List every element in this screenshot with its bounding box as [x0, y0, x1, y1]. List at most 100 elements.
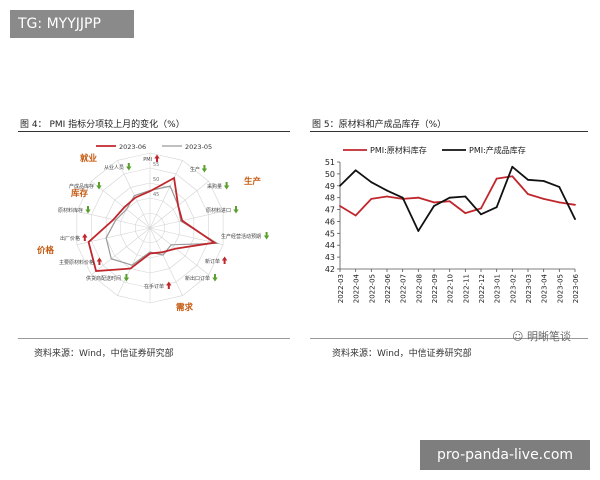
down-arrow-stem: [225, 182, 228, 186]
y-tick-label: 50: [325, 170, 335, 179]
left-title-rule: [18, 131, 290, 132]
down-arrow-stem: [127, 163, 130, 167]
telegram-badge: TG: MYYJJPP: [10, 10, 134, 38]
up-arrow-icon: [221, 256, 228, 261]
data-point: [417, 196, 420, 199]
legend-label: PMI:产成品库存: [469, 145, 526, 155]
radar-axis-label: 在手订单: [144, 283, 164, 290]
down-arrow-icon: [96, 185, 102, 190]
data-point: [574, 218, 576, 220]
legend-label: 2023-06: [119, 143, 146, 151]
radar-axis-label: 生产经营活动预期: [221, 233, 261, 240]
radar-spoke-6: [149, 227, 183, 296]
data-point: [464, 212, 467, 215]
x-tick-label: 2022-09: [431, 274, 439, 303]
radar-chart-title: 图 4： PMI 指标分项较上月的变化（%）: [20, 120, 185, 130]
legend-label: 2023-05: [185, 143, 212, 151]
data-point: [448, 200, 451, 203]
line-series-PMI:产成品库存: [339, 165, 576, 232]
radar-ring-label: 55: [153, 162, 159, 168]
data-point: [370, 197, 373, 200]
data-point: [370, 181, 373, 184]
x-tick-label: 2023-04: [541, 273, 549, 303]
x-tick-label: 2022-10: [447, 274, 455, 303]
down-arrow-stem: [265, 232, 268, 236]
radar-spoke-4: [149, 227, 224, 245]
x-tick-label: 2022-11: [462, 274, 470, 303]
y-tick-label: 46: [325, 217, 335, 226]
data-point: [339, 184, 341, 187]
down-arrow-icon: [223, 185, 230, 190]
x-tick-label: 2022-07: [400, 274, 408, 303]
radar-ring-label: 45: [153, 192, 159, 198]
radar-ring-label: 50: [153, 177, 159, 183]
legend-label: PMI:原材料库存: [370, 145, 427, 155]
down-arrow-stem: [214, 274, 216, 278]
radar-axis-label: 采购量: [207, 183, 222, 190]
radar-group-label: 就业: [80, 153, 98, 164]
down-arrow-icon: [233, 209, 239, 214]
y-tick-label: 42: [325, 265, 335, 274]
radar-spoke-3: [149, 211, 224, 229]
radar-axis-label: 从业人员: [104, 164, 124, 171]
down-arrow-stem: [235, 206, 237, 210]
data-point: [558, 201, 561, 204]
data-point: [574, 203, 576, 206]
x-tick-label: 2022-06: [384, 273, 392, 303]
radar-axis-label: PMI: [143, 157, 152, 163]
y-tick-label: 47: [325, 206, 335, 215]
down-arrow-icon: [123, 277, 130, 282]
up-arrow-stem: [98, 261, 101, 265]
radar-axis-label: 产成品库存: [69, 183, 94, 190]
data-point: [542, 180, 545, 182]
radar-axis-label: 出厂价格: [60, 235, 80, 242]
x-tick-label: 2022-08: [415, 274, 423, 303]
data-point: [558, 186, 561, 188]
y-tick-label: 49: [325, 182, 335, 191]
data-point: [433, 205, 435, 207]
down-arrow-icon: [85, 209, 91, 214]
radar-group-label: 库存: [71, 188, 89, 199]
left-source-rule: [18, 338, 290, 339]
up-arrow-stem: [83, 237, 86, 241]
radar-spoke-9: [91, 227, 151, 275]
data-point: [495, 206, 498, 209]
data-point: [417, 230, 420, 232]
site-url-badge: pro-panda-live.com: [420, 440, 590, 470]
data-point: [511, 165, 514, 168]
up-arrow-icon: [154, 154, 160, 159]
y-tick-label: 45: [325, 229, 335, 238]
y-tick-label: 43: [325, 253, 335, 262]
x-tick-label: 2023-02: [509, 274, 517, 303]
x-tick-label: 2023-05: [556, 274, 564, 303]
x-tick-label: 2023-06: [572, 273, 580, 303]
down-arrow-icon: [126, 166, 132, 171]
radar-spoke-5: [149, 227, 209, 275]
radar-spoke-1: [149, 160, 183, 229]
down-arrow-stem: [125, 274, 128, 278]
line-chart: PMI:原材料库存 PMI:产成品库存5150494847464544434220…: [325, 145, 580, 303]
up-arrow-stem: [167, 285, 170, 289]
data-point: [527, 193, 529, 195]
up-arrow-stem: [156, 158, 158, 162]
down-arrow-icon: [201, 168, 208, 173]
radar-axis-label: 原材料进口: [206, 207, 231, 214]
y-tick-label: 48: [325, 194, 335, 203]
watermark-text: 明晰笔谈: [526, 330, 571, 343]
radar-spoke-13: [117, 160, 151, 229]
right-source-note: 资料来源：Wind，中信证券研究部: [332, 349, 472, 359]
radar-spoke-8: [117, 227, 151, 296]
data-point: [354, 169, 357, 172]
right-source-rule: [310, 338, 588, 339]
line-chart-title: 图 5：原材料和产成品库存（%）: [312, 120, 447, 130]
x-tick-label: 2022-04: [353, 273, 361, 303]
data-point: [448, 196, 451, 199]
y-tick-label: 51: [325, 158, 335, 167]
data-point: [386, 189, 388, 192]
radar-axis-label: 原材料库存: [58, 207, 83, 214]
radar-group-label: 需求: [176, 302, 194, 313]
down-arrow-stem: [87, 206, 89, 210]
x-tick-label: 2023-01: [494, 274, 502, 303]
wechat-watermark: ☺ 明晰笔谈: [512, 330, 571, 343]
line-series-PMI:原材料库存: [339, 175, 576, 217]
